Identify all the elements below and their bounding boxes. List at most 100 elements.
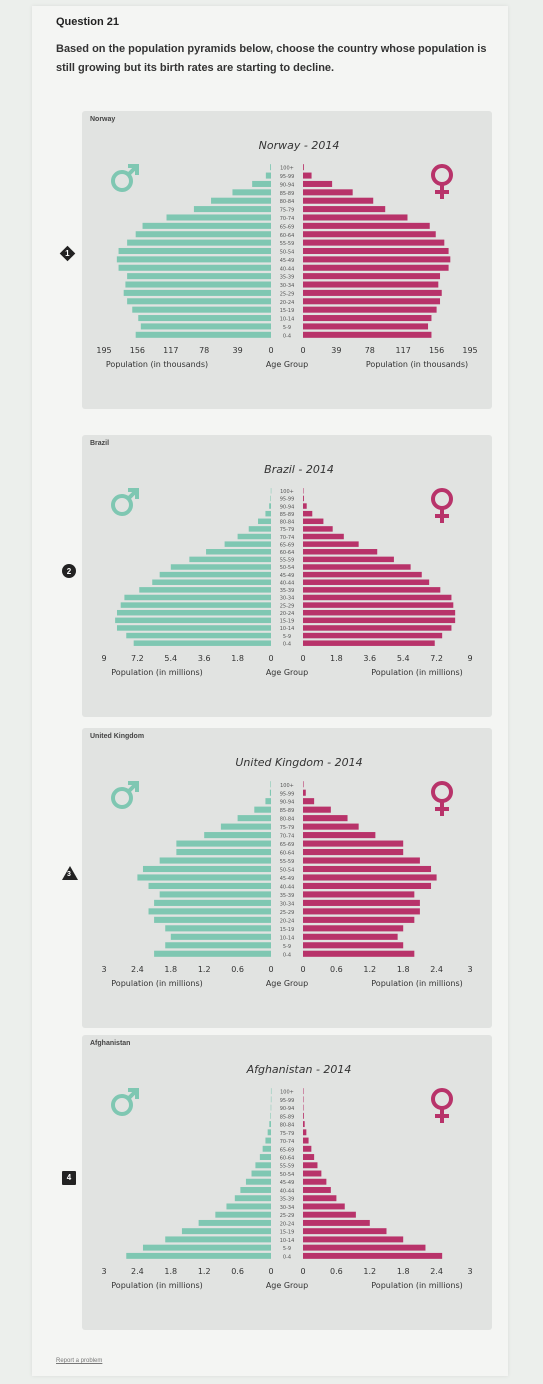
age-group-label: 15-19 [280,1230,295,1236]
bar-male-65-69 [176,840,271,847]
x-axis-label-right: Population (in millions) [371,979,462,988]
age-group-label: 65-69 [280,842,295,848]
age-group-label: 45-49 [280,573,295,579]
bar-female-45-49 [303,1178,327,1185]
bar-female-40-44 [303,264,449,271]
bar-male-70-74 [265,1137,271,1144]
bar-female-80-84 [303,518,324,525]
venus-icon [431,1088,453,1123]
bar-male-40-44 [118,264,271,271]
report-problem-link[interactable]: Report a problem [56,1358,103,1364]
bar-female-25-29 [303,289,442,296]
bar-female-0-4 [303,640,435,646]
bar-male-85-89 [254,806,271,813]
bar-male-80-84 [211,197,271,204]
bar-female-45-49 [303,256,451,263]
chart-card-label: Brazil [90,440,110,447]
bar-male-35-39 [139,587,271,593]
x-tick-left: 0 [268,654,273,663]
chart-card-united-kingdom[interactable]: United Kingdom United Kingdom - 2014 0-4 5-… [82,728,492,1028]
bar-female-75-79 [303,1129,307,1136]
age-group-label: 30-34 [280,283,295,289]
bar-female-50-54 [303,1170,322,1177]
bar-female-60-64 [303,549,378,555]
age-group-label: 5-9 [283,1246,291,1252]
bar-female-25-29 [303,908,420,915]
age-group-label: 25-29 [280,910,295,916]
answer-option-number: 1 [65,248,70,258]
answer-option-2[interactable]: 2 [62,564,76,578]
bar-male-35-39 [234,1195,271,1202]
age-group-label: 35-39 [280,893,295,899]
x-axis-label-right: Population (in thousands) [366,360,468,369]
x-tick-right: 78 [365,346,375,355]
x-tick-right: 156 [429,346,444,355]
venus-icon [431,488,453,523]
x-tick-right: 3 [467,965,472,974]
age-group-label: 20-24 [280,1221,295,1227]
bar-male-45-49 [116,256,271,263]
age-group-label: 85-89 [280,808,295,814]
chart-title: Afghanistan - 2014 [246,1063,352,1076]
x-tick-left: 2.4 [131,1267,144,1276]
bar-male-70-74 [204,832,271,839]
age-group-label: 75-79 [280,208,295,214]
bar-female-5-9 [303,323,429,330]
bar-male-15-19 [181,1228,271,1235]
x-axis-label-left: Population (in millions) [111,668,202,677]
age-group-label: 5-9 [283,944,291,950]
bar-male-65-69 [224,541,271,547]
x-tick-left: 1.2 [198,965,211,974]
bar-female-85-89 [303,510,313,517]
x-tick-left: 0 [268,1267,273,1276]
age-group-label: 70-74 [280,834,295,840]
age-group-label: 100+ [280,783,294,789]
x-axis-label-left: Population (in millions) [111,979,202,988]
chart-card-afghanistan[interactable]: Afghanistan Afghanistan - 2014 0-4 5-9 10-14… [82,1035,492,1330]
bar-female-35-39 [303,587,441,593]
age-group-label: 50-54 [280,1172,295,1178]
answer-option-3[interactable]: 3 [62,866,78,880]
bar-female-20-24 [303,1219,370,1226]
bar-female-55-59 [303,239,445,246]
bar-male-45-49 [137,874,271,881]
bar-female-80-84 [303,815,348,822]
bar-male-90-94 [265,798,271,805]
chart-card-norway[interactable]: Norway Norway - 2014 0-4 5-9 10-14 15-19 20-24… [82,111,492,409]
bar-male-100+ [270,488,272,494]
age-group-label: 0-4 [283,641,291,647]
age-group-label: 10-14 [280,317,295,323]
bar-female-90-94 [303,1104,304,1111]
age-group-axis-label: Age Group [266,1281,308,1290]
bar-male-55-59 [189,556,271,563]
x-tick-left: 1.2 [198,1267,211,1276]
bar-female-10-14 [303,1236,404,1243]
age-group-label: 65-69 [280,224,295,230]
age-group-label: 90-94 [280,504,295,510]
bar-female-70-74 [303,214,408,221]
age-group-label: 95-99 [280,791,295,797]
x-tick-left: 3 [101,965,106,974]
x-axis-label-right: Population (in millions) [371,668,462,677]
bar-female-100+ [303,164,304,171]
bar-female-15-19 [303,1228,387,1235]
bar-male-90-94 [269,503,271,509]
age-group-label: 0-4 [283,333,291,339]
bar-female-90-94 [303,798,315,805]
bar-male-75-79 [220,823,271,830]
age-group-axis-label: Age Group [266,668,308,677]
age-group-label: 90-94 [280,1106,295,1112]
chart-card-brazil[interactable]: Brazil Brazil - 2014 0-4 5-9 10-14 15-19 20-24… [82,435,492,717]
x-tick-right: 1.8 [397,965,410,974]
age-group-label: 80-84 [280,199,295,205]
chart-card-label: Norway [90,116,116,123]
bar-female-85-89 [303,189,353,196]
bar-male-20-24 [154,916,271,923]
bar-male-40-44 [148,882,271,890]
age-group-label: 100+ [280,489,294,495]
bar-female-5-9 [303,942,404,949]
bar-male-25-29 [120,602,271,608]
age-group-label: 45-49 [280,1180,295,1186]
answer-option-4[interactable]: 4 [62,1170,76,1185]
bar-female-70-74 [303,832,376,839]
